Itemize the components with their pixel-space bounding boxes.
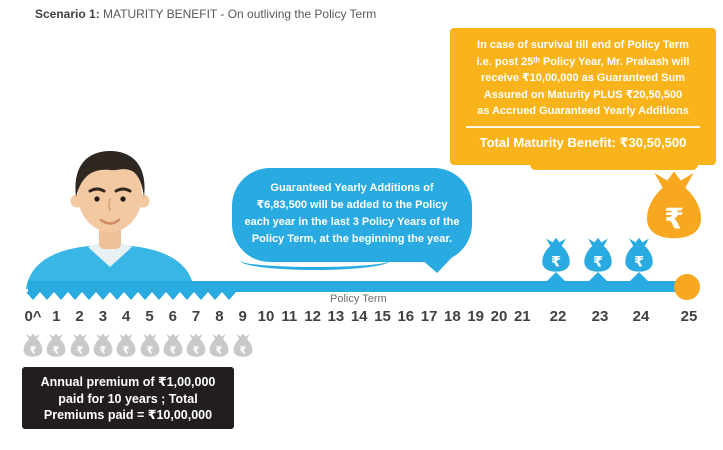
up-arrow-icon <box>589 272 607 281</box>
year-label: 13 <box>327 308 345 325</box>
premium-money-bag-icon <box>186 333 207 357</box>
year-label: 25 <box>680 308 698 325</box>
year-label: 11 <box>281 308 298 325</box>
premium-money-bag-icon <box>209 333 230 357</box>
year-label: 24 <box>632 308 650 325</box>
bubble-line: each year in the last 3 Policy Years of … <box>244 216 460 228</box>
premium-year-markers <box>26 292 236 300</box>
year-label: 4 <box>122 308 131 325</box>
callout-line: as Accrued Guaranteed Yearly Additions <box>477 105 689 117</box>
year-label: 14 <box>350 308 368 325</box>
year-label: 0^ <box>24 308 42 325</box>
title-text: MATURITY BENEFIT - On outliving the Poli… <box>99 7 377 21</box>
year-label: 5 <box>145 308 154 325</box>
year-label: 18 <box>444 308 461 325</box>
total-maturity-benefit: Total Maturity Benefit: ₹30,50,500 <box>479 134 687 150</box>
premium-money-bag-icon <box>232 333 253 357</box>
premium-money-bag-icon <box>116 333 137 357</box>
up-arrow-icon <box>547 272 565 281</box>
divider <box>466 125 700 128</box>
policy-term-label: Policy Term <box>330 293 387 305</box>
maturity-benefit-callout: In case of survival till end of Policy T… <box>450 28 716 165</box>
premium-line: Premiums paid = ₹10,00,000 <box>43 408 213 422</box>
up-arrow-icon <box>630 272 648 281</box>
year-label: 23 <box>591 308 609 325</box>
yearly-addition-money-bag-icon <box>583 237 614 272</box>
scenario-label: Scenario 1: <box>35 7 100 21</box>
down-arrow-icon <box>124 292 138 300</box>
year-label: 2 <box>75 308 84 325</box>
down-arrow-icon <box>222 292 236 300</box>
yearly-addition-money-bag-icon <box>624 237 655 272</box>
year-label: 6 <box>168 308 177 325</box>
year-label: 21 <box>513 308 531 325</box>
year-label: 7 <box>191 308 201 325</box>
year-label: 19 <box>467 308 485 325</box>
premium-line: paid for 10 years ; Total <box>58 391 198 406</box>
callout-line: i.e. post 25ᵗʰ Policy Year, Mr. Prakash … <box>476 55 690 68</box>
year-label: 1 <box>52 308 61 325</box>
callout-line: In case of survival till end of Policy T… <box>477 39 689 51</box>
down-arrow-icon <box>110 292 124 300</box>
down-arrow-icon <box>166 292 180 300</box>
premium-callout: Annual premium of ₹1,00,000 paid for 10 … <box>22 367 234 429</box>
down-arrow-icon <box>26 292 40 300</box>
maturity-money-bag-icon <box>644 170 704 239</box>
premium-money-bag-icon <box>46 333 67 357</box>
down-arrow-icon <box>40 292 54 300</box>
year-label: 3 <box>98 308 108 325</box>
year-label: 12 <box>304 308 321 325</box>
year-label: 10 <box>257 308 275 325</box>
year-label: 16 <box>397 308 415 325</box>
page-title: Scenario 1: MATURITY BENEFIT - On outliv… <box>35 7 376 21</box>
bubble-line: Policy Term, at the beginning the year. <box>251 233 453 245</box>
premium-money-bag-icon <box>23 333 44 357</box>
down-arrow-icon <box>54 292 68 300</box>
down-arrow-icon <box>138 292 152 300</box>
year-label: 15 <box>374 308 391 325</box>
year-label: 9 <box>238 308 247 325</box>
year-label: 22 <box>549 308 567 325</box>
bubble-line: Guaranteed Yearly Additions of <box>270 182 434 194</box>
premium-money-bag-icon <box>92 333 113 357</box>
down-arrow-icon <box>152 292 166 300</box>
down-arrow-icon <box>180 292 194 300</box>
yearly-additions-callout: Guaranteed Yearly Additions of ₹6,83,500… <box>232 168 472 270</box>
year-label: 17 <box>420 308 438 325</box>
year-label: 20 <box>490 308 508 325</box>
premium-money-bag-icon <box>162 333 183 357</box>
premium-money-bag-icon <box>139 333 160 357</box>
timeline-end-dot <box>674 274 700 300</box>
bubble-line: ₹6,83,500 will be added to the Policy <box>256 199 448 211</box>
timeline-bar <box>28 281 690 292</box>
callout-line: receive ₹10,00,000 as Guaranteed Sum <box>481 72 685 84</box>
premium-line: Annual premium of ₹1,00,000 <box>40 375 216 389</box>
year-label: 8 <box>215 308 224 325</box>
policyholder-illustration <box>26 151 194 289</box>
down-arrow-icon <box>82 292 96 300</box>
down-arrow-icon <box>208 292 222 300</box>
down-arrow-icon <box>68 292 82 300</box>
yearly-addition-money-bag-icon <box>541 237 572 272</box>
callout-line: Assured on Maturity PLUS ₹20,50,500 <box>483 88 683 101</box>
premium-money-bag-icon <box>69 333 90 357</box>
down-arrow-icon <box>96 292 110 300</box>
down-arrow-icon <box>194 292 208 300</box>
